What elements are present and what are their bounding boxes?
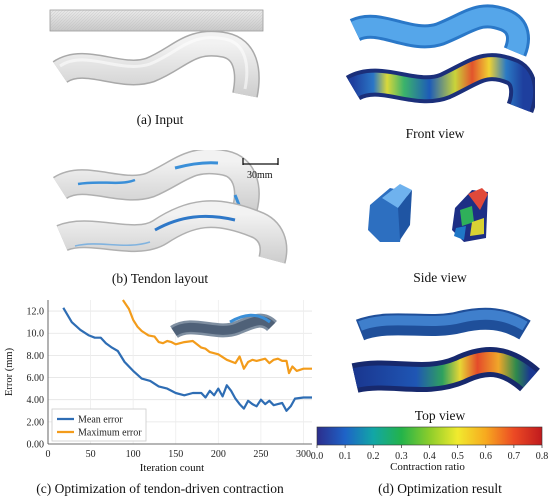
- x-tick-label: 50: [86, 449, 96, 460]
- y-tick-label: 12.0: [27, 307, 45, 318]
- legend-box: [51, 408, 147, 442]
- inset-beam: [170, 313, 277, 339]
- tendon-line: [174, 161, 219, 170]
- y-axis-label: Error (mm): [4, 347, 15, 396]
- side-view-figure: [368, 184, 488, 242]
- x-tick-label: 0: [46, 449, 51, 460]
- top-view-figure: [351, 307, 540, 393]
- tendon-line: [77, 178, 136, 186]
- y-tick-label: 6.00: [27, 373, 45, 384]
- front-beam-heatmap: [345, 53, 535, 114]
- caption-d: (d) Optimization result: [378, 481, 502, 496]
- side-block-heatmap: [452, 188, 488, 242]
- top-beam-plain: [355, 307, 531, 341]
- input-figure: [49, 9, 264, 98]
- colorbar-tick-label: 0.1: [339, 451, 352, 462]
- y-tick-label: 10.0: [27, 329, 45, 340]
- caption-c: (c) Optimization of tendon-driven contra…: [36, 481, 284, 496]
- colorbar-tick-label: 0.5: [451, 451, 464, 462]
- x-tick-label: 300: [296, 449, 311, 460]
- x-axis-label: Iteration count: [140, 462, 204, 474]
- caption-b: (b) Tendon layout: [111, 271, 209, 286]
- front-view-figure: [345, 4, 535, 114]
- x-tick-label: 100: [126, 449, 141, 460]
- curved-beam: [52, 30, 260, 98]
- y-tick-label: 4.00: [27, 395, 45, 406]
- colorbar-gradient: [316, 426, 543, 446]
- x-tick-label: 200: [211, 449, 226, 460]
- x-tick-label: 150: [168, 449, 183, 460]
- colorbar-tick-label: 0.4: [423, 451, 436, 462]
- y-tick-label: 2.00: [27, 417, 45, 428]
- top-view-label: Top view: [414, 408, 466, 423]
- front-view-label: Front view: [405, 126, 465, 141]
- top-beam-heatmap: [351, 347, 540, 393]
- colorbar-tick-label: 0.7: [508, 451, 521, 462]
- front-beam-plain: [349, 4, 530, 57]
- colorbar: 0.0 0.1 0.2 0.3 0.4 0.5 0.6 0.7 0.8: [311, 426, 549, 462]
- tendon-layout-figure: [53, 150, 288, 264]
- tendon-line: [154, 214, 236, 232]
- colorbar-tick-label: 0.8: [536, 451, 549, 462]
- caption-a: (a) Input: [136, 112, 184, 127]
- colorbar-label: Contraction ratio: [390, 461, 465, 473]
- y-tick-label: 0.00: [27, 440, 45, 451]
- straight-beam: [49, 9, 264, 32]
- y-tick-label: 8.00: [27, 351, 45, 362]
- colorbar-tick-label: 0.6: [480, 451, 493, 462]
- error-chart: 0.00 2.00 4.00 6.00 8.00 10.0 12.0 0 50 100 150 200…: [4, 299, 312, 474]
- tendon-beam-bottom: [56, 200, 288, 264]
- scale-label: 30mm: [247, 170, 273, 181]
- tendon-beam-top: [53, 150, 260, 213]
- x-tick-label: 250: [253, 449, 268, 460]
- colorbar-tick-label: 0.3: [395, 451, 408, 462]
- colorbar-tick-label: 0.2: [367, 451, 380, 462]
- series-line-maximum-error: [121, 299, 312, 375]
- tendon-line: [74, 241, 151, 247]
- legend-label: Maximum error: [78, 428, 142, 439]
- legend-label: Mean error: [78, 415, 123, 426]
- series-line-mean-error: [62, 307, 312, 412]
- side-block-plain: [368, 184, 412, 242]
- scale-bar: [242, 158, 279, 165]
- side-view-label: Side view: [413, 270, 467, 285]
- colorbar-tick-label: 0.0: [311, 451, 324, 462]
